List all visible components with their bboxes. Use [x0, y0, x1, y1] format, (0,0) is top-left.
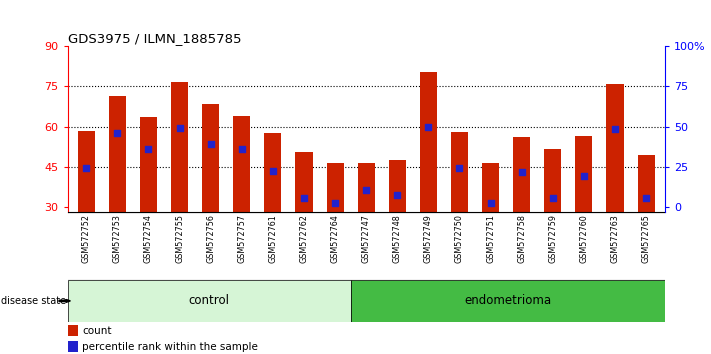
Bar — [575, 136, 592, 212]
Point — [578, 173, 589, 179]
Point — [267, 168, 279, 174]
Text: GSM572764: GSM572764 — [331, 215, 340, 263]
Point — [454, 165, 465, 171]
Point — [422, 124, 434, 129]
Text: GDS3975 / ILMN_1885785: GDS3975 / ILMN_1885785 — [68, 32, 241, 45]
Text: GSM572762: GSM572762 — [299, 215, 309, 263]
Text: GSM572758: GSM572758 — [517, 215, 526, 263]
Bar — [513, 137, 530, 212]
Text: control: control — [188, 295, 230, 307]
Text: GSM572760: GSM572760 — [579, 215, 589, 263]
Bar — [482, 163, 499, 212]
Point — [641, 195, 652, 200]
Text: GSM572749: GSM572749 — [424, 215, 433, 263]
Text: GSM572763: GSM572763 — [611, 215, 619, 263]
Text: GSM572751: GSM572751 — [486, 215, 495, 263]
Point — [205, 141, 216, 147]
Point — [112, 130, 123, 136]
Text: percentile rank within the sample: percentile rank within the sample — [82, 342, 258, 352]
Text: GSM572755: GSM572755 — [175, 215, 184, 263]
Bar — [202, 104, 219, 212]
Bar — [140, 117, 157, 212]
Bar — [389, 160, 406, 212]
Text: disease state: disease state — [1, 296, 66, 306]
Point — [360, 187, 372, 193]
Bar — [295, 152, 313, 212]
Bar — [351, 280, 665, 322]
Bar — [606, 84, 624, 212]
Bar — [68, 341, 78, 353]
Text: GSM572754: GSM572754 — [144, 215, 153, 263]
Point — [236, 147, 247, 152]
Point — [80, 165, 92, 171]
Point — [547, 195, 559, 200]
Text: GSM572761: GSM572761 — [268, 215, 277, 263]
Bar — [77, 131, 95, 212]
Text: GSM572750: GSM572750 — [455, 215, 464, 263]
Bar — [451, 132, 468, 212]
Point — [329, 200, 341, 206]
Bar — [264, 133, 282, 212]
Point — [516, 169, 528, 175]
Bar — [68, 325, 78, 336]
Bar — [638, 155, 655, 212]
Text: GSM572757: GSM572757 — [237, 215, 246, 263]
Text: GSM572756: GSM572756 — [206, 215, 215, 263]
Point — [143, 147, 154, 152]
Text: GSM572759: GSM572759 — [548, 215, 557, 263]
Bar — [68, 280, 351, 322]
Text: GSM572747: GSM572747 — [362, 215, 370, 263]
Bar — [233, 116, 250, 212]
Text: endometrioma: endometrioma — [464, 295, 551, 307]
Point — [392, 192, 403, 198]
Text: count: count — [82, 326, 112, 336]
Text: GSM572748: GSM572748 — [392, 215, 402, 263]
Text: GSM572765: GSM572765 — [641, 215, 651, 263]
Bar — [544, 149, 562, 212]
Point — [485, 200, 496, 206]
Text: GSM572753: GSM572753 — [113, 215, 122, 263]
Text: GSM572752: GSM572752 — [82, 215, 91, 263]
Bar — [419, 72, 437, 212]
Point — [174, 125, 186, 131]
Bar — [171, 82, 188, 212]
Bar — [326, 163, 343, 212]
Point — [299, 195, 310, 200]
Bar — [358, 163, 375, 212]
Point — [609, 126, 621, 132]
Bar — [109, 96, 126, 212]
